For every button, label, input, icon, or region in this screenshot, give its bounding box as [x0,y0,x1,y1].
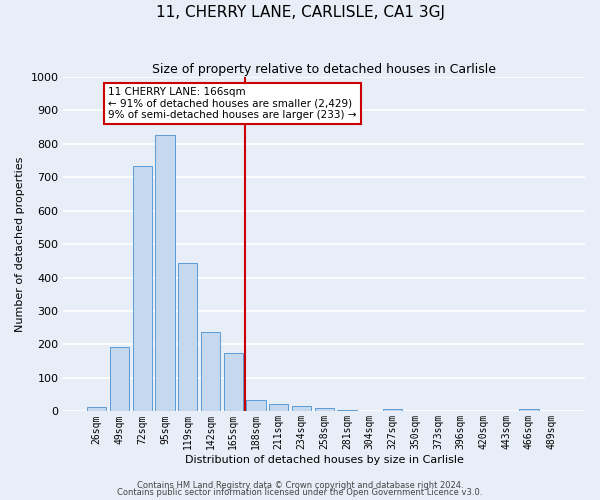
X-axis label: Distribution of detached houses by size in Carlisle: Distribution of detached houses by size … [185,455,464,465]
Bar [133,166,152,412]
Bar [110,347,129,412]
Text: Contains HM Land Registry data © Crown copyright and database right 2024.: Contains HM Land Registry data © Crown c… [137,480,463,490]
Bar [87,408,106,412]
Bar [269,404,289,411]
Bar [201,332,220,411]
Bar [383,409,402,412]
Bar [292,406,311,411]
Bar [155,135,175,411]
Y-axis label: Number of detached properties: Number of detached properties [15,156,25,332]
Bar [224,353,243,412]
Bar [314,408,334,412]
Bar [178,263,197,412]
Bar [247,400,266,411]
Title: Size of property relative to detached houses in Carlisle: Size of property relative to detached ho… [152,62,496,76]
Text: 11 CHERRY LANE: 166sqm
← 91% of detached houses are smaller (2,429)
9% of semi-d: 11 CHERRY LANE: 166sqm ← 91% of detached… [108,86,356,120]
Bar [519,408,539,412]
Bar [337,410,356,412]
Text: 11, CHERRY LANE, CARLISLE, CA1 3GJ: 11, CHERRY LANE, CARLISLE, CA1 3GJ [155,5,445,20]
Text: Contains public sector information licensed under the Open Government Licence v3: Contains public sector information licen… [118,488,482,497]
